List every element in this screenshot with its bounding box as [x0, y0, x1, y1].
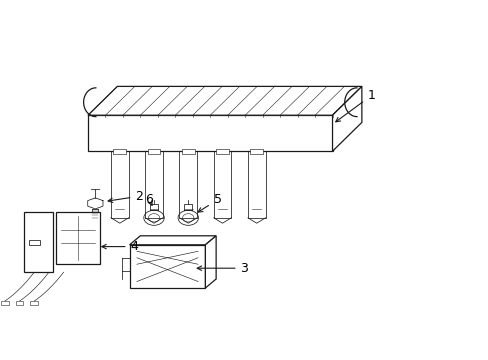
Bar — [88, 115, 332, 151]
Text: 2: 2 — [108, 190, 143, 203]
Bar — [216, 149, 228, 153]
Bar — [147, 149, 160, 153]
Bar — [29, 240, 40, 245]
Text: 3: 3 — [197, 262, 248, 275]
Bar — [182, 149, 194, 153]
Polygon shape — [88, 86, 361, 115]
Bar — [24, 212, 53, 272]
Text: 5: 5 — [198, 193, 221, 212]
Polygon shape — [332, 86, 361, 151]
Bar — [250, 149, 263, 153]
Bar — [129, 245, 205, 288]
Text: 6: 6 — [145, 193, 153, 206]
Bar — [1, 301, 9, 305]
Bar — [56, 212, 100, 264]
Bar — [30, 301, 38, 305]
Text: 4: 4 — [102, 240, 138, 253]
Bar — [16, 301, 23, 305]
Polygon shape — [205, 236, 216, 288]
Bar — [113, 149, 126, 153]
Polygon shape — [129, 236, 216, 245]
Text: 1: 1 — [335, 89, 375, 122]
